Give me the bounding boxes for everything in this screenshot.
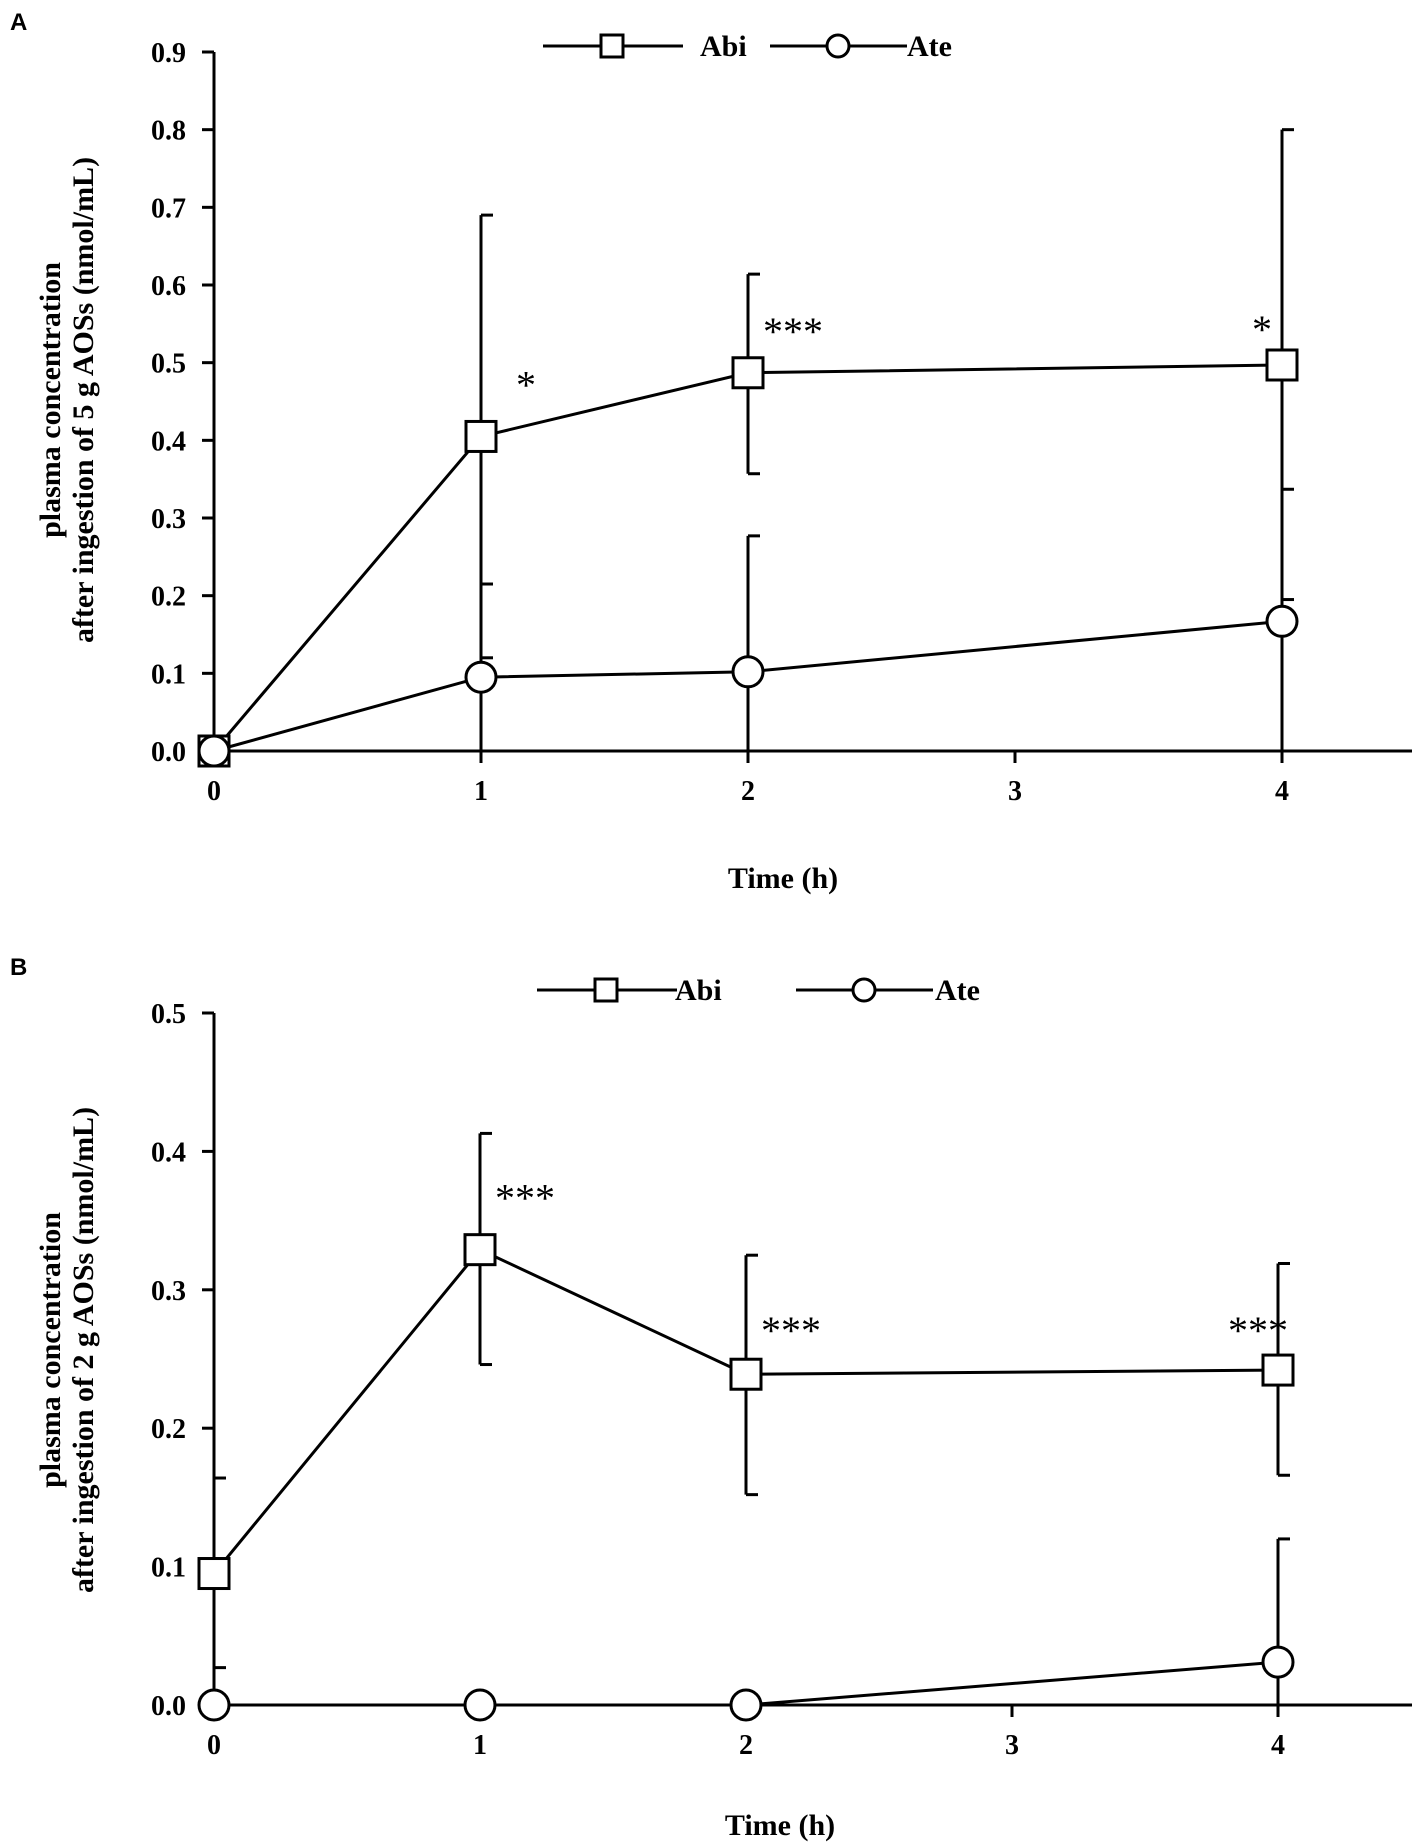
data-point-circle [731, 655, 765, 689]
x-tick-label: 4 [1271, 1730, 1285, 1761]
chart-panel-A: A 0.0 0.1 0.2 0.3 0.4 0.5 0.6 0.7 0.8 0.9 0 1 2 3 4 Time… [10, 9, 1412, 895]
x-axis-title: Time (h) [725, 1809, 835, 1842]
data-point-square [197, 1557, 231, 1591]
series-abi: *** *** *** [197, 1131, 1295, 1670]
series-line-abi [212, 1247, 1279, 1575]
legend-marker-circle [851, 977, 877, 1003]
significance-marker: *** [763, 309, 823, 354]
data-point-circle [729, 1688, 763, 1722]
legend-label-abi: Abi [675, 974, 722, 1007]
series-line-ate [214, 1660, 1279, 1707]
y-tick-label: 0.8 [151, 116, 186, 147]
y-axis-title-line: after ingestion of 2 g AOSs (nmol/mL) [67, 1107, 100, 1593]
y-tick-label: 0.0 [151, 737, 186, 768]
significance-marker: *** [495, 1176, 555, 1221]
data-point-circle [464, 660, 498, 694]
x-tick-label: 2 [741, 776, 755, 807]
legend-label-ate: Ate [935, 974, 980, 1007]
legend-label-abi: Abi [700, 30, 747, 63]
data-point-square [463, 1233, 497, 1267]
x-tick-label: 0 [207, 776, 221, 807]
y-tick-label: 0.3 [151, 504, 186, 535]
data-point-square [464, 419, 498, 453]
y-tick-label: 0.2 [151, 582, 186, 613]
legend: Abi Ate [543, 30, 952, 63]
legend-marker-square [599, 33, 625, 59]
y-tick-label: 0.6 [151, 271, 186, 302]
data-point-square [731, 356, 765, 390]
y-axis-title-line: plasma concentration [34, 1212, 67, 1488]
data-point-square [1261, 1353, 1295, 1387]
y-tick-label: 0.2 [151, 1414, 186, 1445]
y-tick-label: 0.4 [151, 426, 186, 457]
data-point-circle [1265, 604, 1299, 638]
x-tick-label: 2 [739, 1730, 753, 1761]
y-tick-label: 0.9 [151, 38, 186, 69]
x-tick-label: 3 [1005, 1730, 1019, 1761]
x-tick-label: 3 [1008, 776, 1022, 807]
significance-marker: *** [1228, 1308, 1288, 1353]
x-tick-label: 0 [207, 1730, 221, 1761]
y-axis-title: plasma concentrationafter ingestion of 2… [34, 1107, 100, 1593]
data-point-circle [1261, 1645, 1295, 1679]
significance-marker: *** [761, 1308, 821, 1353]
significance-marker: * [516, 362, 536, 407]
y-tick-label: 0.1 [151, 1553, 186, 1584]
y-tick-label: 0.5 [151, 349, 186, 380]
series-ate [197, 1537, 1295, 1722]
legend-label-ate: Ate [907, 30, 952, 63]
data-point-square [729, 1357, 763, 1391]
panel-letter: A [10, 9, 27, 36]
y-tick-label: 0.3 [151, 1276, 186, 1307]
panel-letter: B [10, 954, 27, 981]
x-tick-label: 1 [473, 1730, 487, 1761]
y-axis-title-line: after ingestion of 5 g AOSs (nmol/mL) [67, 157, 100, 643]
legend-marker-square [593, 977, 619, 1003]
data-point-circle [197, 734, 231, 768]
y-tick-label: 0.5 [151, 999, 186, 1030]
series-line-ate [213, 619, 1283, 753]
legend-marker-circle [825, 33, 851, 59]
series-line-abi [212, 363, 1283, 752]
y-tick-label: 0.4 [151, 1137, 186, 1168]
data-point-square [1265, 348, 1299, 382]
data-point-circle [463, 1688, 497, 1722]
y-tick-label: 0.1 [151, 659, 186, 690]
significance-marker: * [1252, 307, 1272, 352]
data-point-circle [197, 1688, 231, 1722]
legend: Abi Ate [537, 974, 980, 1007]
y-axis-title-line: plasma concentration [34, 262, 67, 538]
x-tick-label: 4 [1275, 776, 1289, 807]
series-ate [197, 487, 1299, 768]
y-tick-label: 0.0 [151, 1691, 186, 1722]
y-axis-title: plasma concentrationafter ingestion of 5… [34, 157, 100, 643]
y-tick-label: 0.7 [151, 193, 186, 224]
x-tick-label: 1 [474, 776, 488, 807]
chart-panel-B: B 0.0 0.1 0.2 0.3 0.4 0.5 0 1 2 3 4 Time (h) plasma c… [10, 954, 1412, 1842]
x-axis-title: Time (h) [728, 862, 838, 895]
